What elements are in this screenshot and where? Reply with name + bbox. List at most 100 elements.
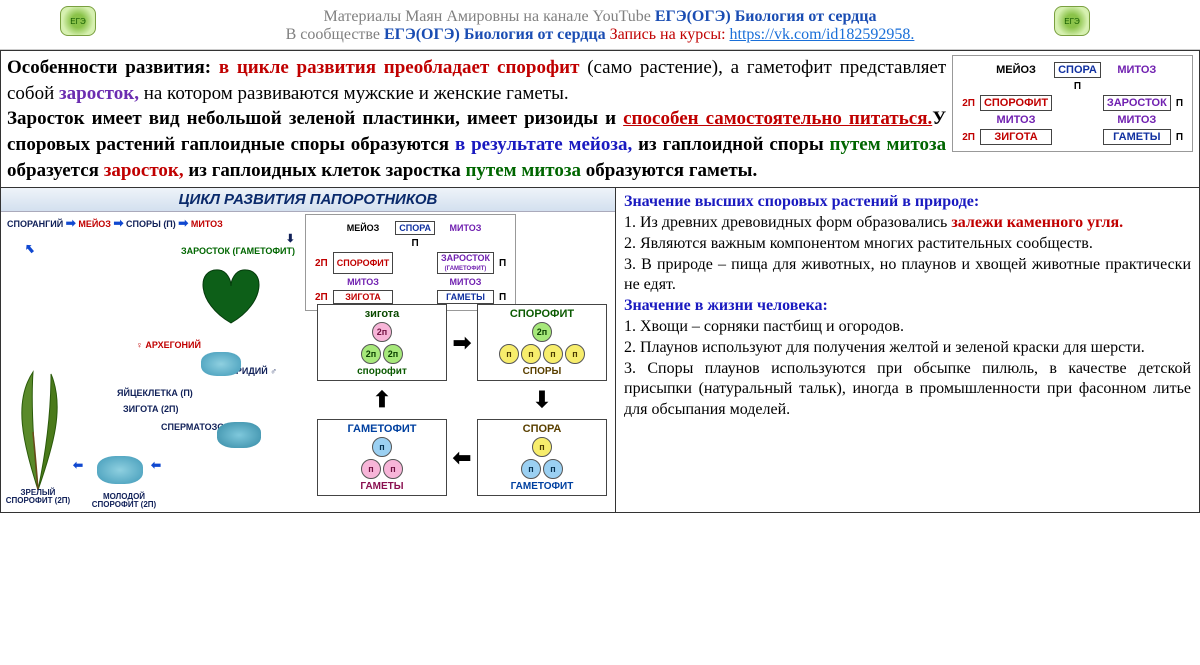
c: МИТОЗ: [333, 276, 394, 288]
lbl-mitoz3: МИТОЗ: [1103, 113, 1171, 127]
meaning-h1: Значение высших споровых растений в прир…: [624, 193, 979, 210]
c: СПОРА: [395, 221, 435, 235]
circ: п: [521, 459, 541, 479]
diagram-title: ЦИКЛ РАЗВИТИЯ ПАПОРОТНИКОВ: [1, 188, 615, 212]
c: П: [496, 290, 509, 304]
t: 1. Хвощи – сорняки пастбищ и огородов.: [624, 317, 1191, 338]
tag-yaicekletka: ЯЙЦЕКЛЕТКА (П): [117, 388, 193, 398]
t: 3. В природе – пища для животных, но пла…: [624, 255, 1191, 297]
tag-spory: СПОРЫ (П): [126, 219, 176, 229]
arrow-icon: ➡: [178, 216, 188, 230]
t: образуются гаметы.: [586, 160, 758, 181]
t: в цикле развития преобладает спорофит: [219, 57, 587, 78]
t: путем митоза: [465, 160, 585, 181]
organism-stub: [201, 352, 241, 376]
circ: п: [543, 344, 563, 364]
t: заросток,: [104, 160, 189, 181]
t: 2. Плаунов используют для получения желт…: [624, 338, 1191, 359]
c: ГАМЕТЫ: [437, 290, 494, 304]
arrow-left-icon: ⬅: [447, 445, 477, 471]
lbl-mitoz2: МИТОЗ: [980, 113, 1052, 127]
c: ЗИГОТА: [333, 290, 394, 304]
lbl-p2: П: [1173, 95, 1186, 111]
arrow-icon: ➡: [66, 216, 76, 230]
t: на котором развиваются мужские и женские…: [144, 83, 569, 104]
c: П: [496, 252, 509, 274]
box-zigota: зигота 2п 2п2п спорофит: [317, 304, 447, 381]
header-line1: Материалы Маян Амировны на канале YouTub…: [10, 8, 1190, 26]
box-sporofit: СПОРОФИТ 2п пппп СПОРЫ: [477, 304, 607, 381]
tag-zarostok: ЗАРОСТОК (ГАМЕТОФИТ): [181, 246, 295, 256]
lbl-mejoz: МЕЙОЗ: [980, 62, 1052, 78]
circ: п: [361, 459, 381, 479]
cell-diagram: зигота 2п 2п2п спорофит ➡ СПОРОФИТ 2п пп…: [317, 304, 607, 496]
t: заросток,: [59, 83, 144, 104]
circ: п: [532, 437, 552, 457]
t: спорофит: [320, 366, 444, 377]
fern-icon: [3, 362, 73, 492]
t: ГАМЕТЫ: [320, 481, 444, 492]
cycle-mini-2: МЕЙОЗ СПОРА МИТОЗ П 2П СПОРОФИТ ЗАРОСТОК…: [305, 214, 516, 311]
organism-stub3: [97, 456, 143, 484]
lbl-mitoz: МИТОЗ: [1103, 62, 1171, 78]
tag-molodoj: МОЛОДОЙ СПОРОФИТ (2П): [89, 493, 159, 511]
lbl-spora: СПОРА: [1054, 62, 1101, 78]
t: в результате мейоза,: [455, 134, 638, 155]
tag-mejoz: МЕЙОЗ: [78, 219, 111, 229]
box-spora: СПОРА п пп ГАМЕТОФИТ: [477, 419, 607, 496]
c: МИТОЗ: [437, 221, 494, 235]
t: ГАМЕТОФИТ: [320, 423, 444, 435]
t: из гаплоидных клеток заростка: [188, 160, 465, 181]
circ: п: [499, 344, 519, 364]
c: МЕЙОЗ: [333, 221, 394, 235]
cycle-table: МЕЙОЗ СПОРА МИТОЗ П 2П СПОРОФИТ ЗАРОСТОК…: [957, 60, 1188, 147]
t: СПОРЫ: [480, 366, 604, 377]
brand-name: ЕГЭ(ОГЭ) Биология от сердца: [655, 8, 877, 25]
tag-mitoz: МИТОЗ: [191, 219, 223, 229]
gametophyte-icon: [191, 258, 271, 328]
circ: 2п: [383, 344, 403, 364]
circ: п: [521, 344, 541, 364]
arrow-icon: ⬆: [22, 241, 39, 258]
arrow-right-icon: ➡: [447, 330, 477, 356]
lbl-zigota: ЗИГОТА: [980, 129, 1052, 145]
vk-link[interactable]: https://vk.com/id182592958.: [730, 26, 915, 43]
logo-left: ЕГЭ: [60, 6, 96, 36]
t: образуется: [7, 160, 104, 181]
diagram-body: СПОРАНГИЙ ➡ МЕЙОЗ ➡ СПОРЫ (П) ➡ МИТОЗ ⬇ …: [1, 212, 615, 512]
circ: п: [565, 344, 585, 364]
tag-arhegoniy: ♀ АРХЕГОНИЙ: [136, 340, 201, 350]
t: зигота: [320, 308, 444, 320]
circ: п: [372, 437, 392, 457]
t: Особенности развития:: [7, 57, 219, 78]
c: ЗАРОСТОК(ГАМЕТОФИТ): [437, 252, 494, 274]
t: 2. Являются важным компонентом многих ра…: [624, 234, 1191, 255]
t: ГАМЕТОФИТ: [480, 481, 604, 492]
c: П: [395, 237, 435, 250]
arrow-icon: ⬅: [73, 458, 83, 472]
c: 2П: [312, 290, 331, 304]
c: МИТОЗ: [437, 276, 494, 288]
header-text2: В сообществе: [286, 26, 384, 43]
t: СПОРОФИТ: [480, 308, 604, 320]
t: залежи каменного угля.: [951, 214, 1123, 231]
arrow-icon: ➡: [113, 216, 123, 230]
lbl-sporofit: СПОРОФИТ: [980, 95, 1052, 111]
t: АРХЕГОНИЙ: [145, 340, 201, 350]
box-gametofit: ГАМЕТОФИТ п пп ГАМЕТЫ: [317, 419, 447, 496]
arrow-up-icon: ⬆: [317, 387, 447, 413]
meaning-panel: Значение высших споровых растений в прир…: [616, 188, 1199, 512]
lbl-2p2: 2П: [959, 129, 978, 145]
tag-zigota: ЗИГОТА (2П): [123, 404, 179, 414]
cycle-right: МЕЙОЗ СПОРА МИТОЗ П 2П СПОРОФИТ ЗАРОСТОК…: [301, 212, 615, 512]
c: СПОРОФИТ: [333, 252, 394, 274]
fern-cycle: СПОРАНГИЙ ➡ МЕЙОЗ ➡ СПОРЫ (П) ➡ МИТОЗ ⬇ …: [1, 212, 301, 512]
arrow-down-icon: ⬇: [477, 387, 607, 413]
lower-section: ЦИКЛ РАЗВИТИЯ ПАПОРОТНИКОВ СПОРАНГИЙ ➡ М…: [0, 188, 1200, 513]
circ: п: [383, 459, 403, 479]
t: СПОРА: [480, 423, 604, 435]
circ: п: [543, 459, 563, 479]
enroll-text: Запись на курсы:: [606, 26, 730, 43]
brand-name2: ЕГЭ(ОГЭ) Биология от сердца: [384, 26, 606, 43]
t: 3. Споры плаунов используются при обсыпк…: [624, 359, 1191, 421]
